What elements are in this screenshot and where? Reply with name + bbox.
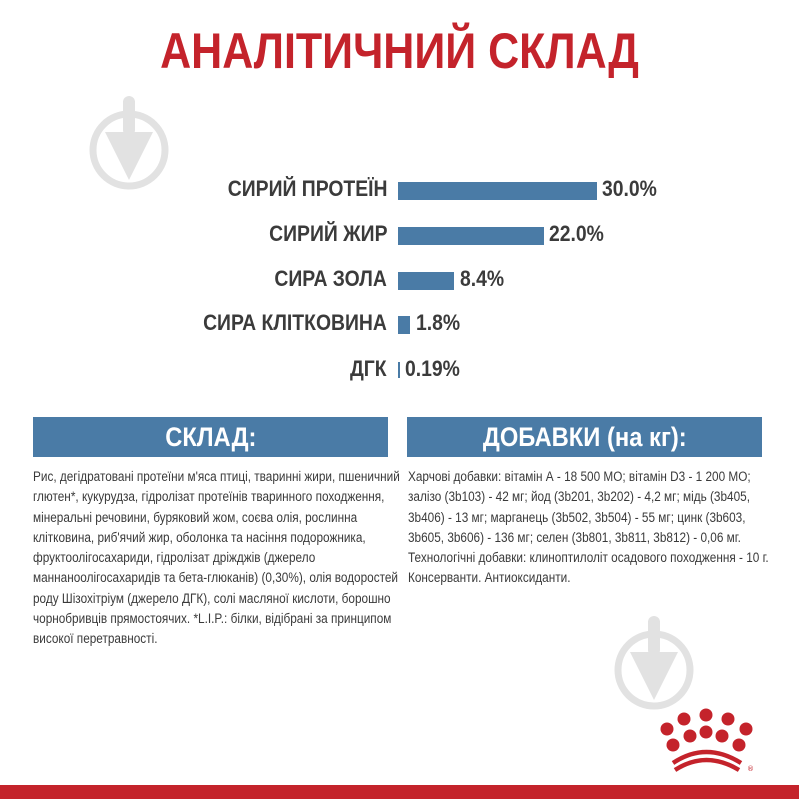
chart-row-fibre: СИРА КЛІТКОВИНА 1.8% xyxy=(0,310,799,336)
bar-label: СИРИЙ ПРОТЕЇН xyxy=(227,176,387,201)
bar xyxy=(398,182,597,200)
bar xyxy=(398,227,544,245)
bar xyxy=(398,316,410,334)
composition-header: СКЛАД: xyxy=(33,417,388,457)
composition-text-block: Рис, дегідратовані протеїни м'яса птиці,… xyxy=(33,467,403,650)
royal-canin-crown-logo: ® xyxy=(655,707,760,775)
additives-header-label: ДОБАВКИ (на кг): xyxy=(482,422,687,452)
chart-row-fat: СИРИЙ ЖИР 22.0% xyxy=(0,221,799,247)
download-watermark-icon xyxy=(87,92,171,192)
download-watermark-icon xyxy=(612,612,696,712)
bar-value: 30.0% xyxy=(602,176,657,201)
additives-text: Харчові добавки: вітамін А - 18 500 МО; … xyxy=(408,469,769,586)
page-title: АНАЛІТИЧНИЙ СКЛАД xyxy=(160,23,639,79)
registered-mark: ® xyxy=(747,765,754,773)
bar-value: 0.19% xyxy=(405,356,460,381)
bottom-brand-bar xyxy=(0,785,799,799)
bar-value: 1.8% xyxy=(416,310,461,335)
additives-header: ДОБАВКИ (на кг): xyxy=(407,417,762,457)
chart-row-dha: ДГК 0.19% xyxy=(0,356,799,382)
composition-header-label: СКЛАД: xyxy=(164,422,257,452)
bar xyxy=(398,362,400,378)
chart-row-ash: СИРА ЗОЛА 8.4% xyxy=(0,266,799,292)
bar-label: СИРА КЛІТКОВИНА xyxy=(203,310,387,335)
bar-value: 8.4% xyxy=(460,266,505,291)
analytical-composition-chart: СИРИЙ ПРОТЕЇН 30.0% СИРИЙ ЖИР 22.0% СИРА… xyxy=(0,176,799,382)
bar-label: СИРИЙ ЖИР xyxy=(268,221,387,246)
chart-row-protein: СИРИЙ ПРОТЕЇН 30.0% xyxy=(0,176,799,202)
bar-label: ДГК xyxy=(350,356,387,381)
bar-label: СИРА ЗОЛА xyxy=(274,266,387,291)
bar xyxy=(398,272,454,290)
bar-value: 22.0% xyxy=(549,221,604,246)
composition-text: Рис, дегідратовані протеїни м'яса птиці,… xyxy=(33,469,400,647)
additives-text-block: Харчові добавки: вітамін А - 18 500 МО; … xyxy=(408,467,778,589)
